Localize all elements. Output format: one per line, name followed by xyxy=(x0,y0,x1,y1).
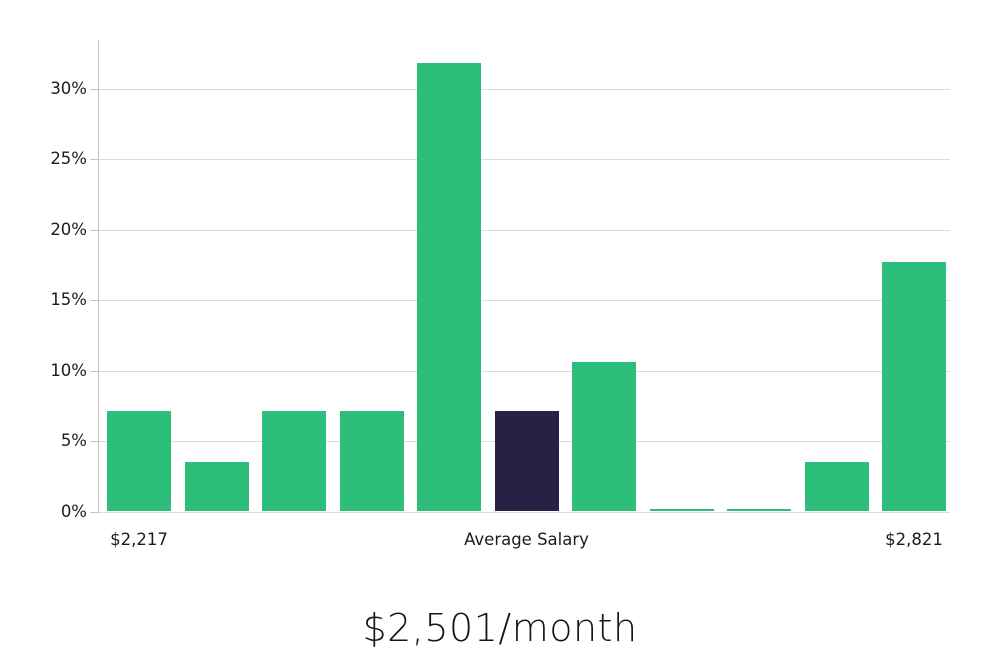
x-tick-label: $2,217 xyxy=(110,530,168,549)
y-tick-mark xyxy=(90,300,99,301)
bar-average-salary xyxy=(494,411,559,512)
bar-frequency xyxy=(572,362,636,512)
gridline-25% xyxy=(98,159,950,160)
gridline-30% xyxy=(98,88,950,90)
bar-frequency xyxy=(417,63,481,512)
bar-frequency xyxy=(262,411,326,512)
gridline-20% xyxy=(98,229,950,231)
gridline-15% xyxy=(98,300,950,301)
y-tick-mark xyxy=(90,370,99,372)
y-tick-label: 10% xyxy=(50,360,87,380)
y-tick-label: 5% xyxy=(60,431,87,450)
gridline-0% xyxy=(98,511,950,513)
x-tick-label: $2,821 xyxy=(885,530,943,549)
y-tick-label: 0% xyxy=(60,501,87,521)
x-tick-label: Average Salary xyxy=(464,530,589,549)
y-axis-line xyxy=(98,40,99,513)
bar-frequency xyxy=(107,411,171,512)
y-tick-label: 15% xyxy=(50,290,87,309)
bar-frequency xyxy=(649,509,714,512)
chart-title: $2,501/month xyxy=(362,606,638,650)
y-tick-mark xyxy=(90,159,99,160)
bar-frequency xyxy=(882,261,946,512)
bar-frequency xyxy=(184,462,249,512)
y-tick-label: 20% xyxy=(50,219,87,239)
y-tick-mark xyxy=(90,229,99,231)
bar-frequency xyxy=(804,462,869,512)
y-tick-label: 30% xyxy=(50,78,87,98)
y-tick-mark xyxy=(90,88,99,90)
bar-frequency xyxy=(727,509,791,512)
y-tick-mark xyxy=(90,441,99,442)
y-tick-mark xyxy=(90,511,99,513)
y-tick-label: 25% xyxy=(50,149,87,168)
gridline-10% xyxy=(98,370,950,372)
bar-frequency xyxy=(339,411,404,512)
